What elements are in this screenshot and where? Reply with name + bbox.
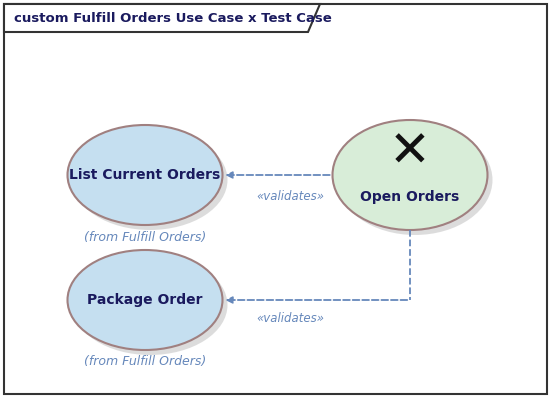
Text: Package Order: Package Order (87, 293, 203, 307)
Text: List Current Orders: List Current Orders (69, 168, 220, 182)
Text: (from Fulfill Orders): (from Fulfill Orders) (84, 230, 206, 244)
Ellipse shape (332, 120, 488, 230)
Ellipse shape (73, 130, 228, 230)
Ellipse shape (68, 125, 223, 225)
Text: ✕: ✕ (389, 129, 431, 177)
Text: custom Fulfill Orders Use Case x Test Case: custom Fulfill Orders Use Case x Test Ca… (14, 12, 332, 25)
Ellipse shape (68, 250, 223, 350)
Text: (from Fulfill Orders): (from Fulfill Orders) (84, 355, 206, 369)
Text: «validates»: «validates» (256, 312, 324, 324)
Text: Open Orders: Open Orders (360, 190, 460, 204)
Polygon shape (4, 4, 320, 32)
Ellipse shape (338, 125, 493, 235)
Ellipse shape (73, 255, 228, 355)
Text: «validates»: «validates» (256, 189, 324, 203)
